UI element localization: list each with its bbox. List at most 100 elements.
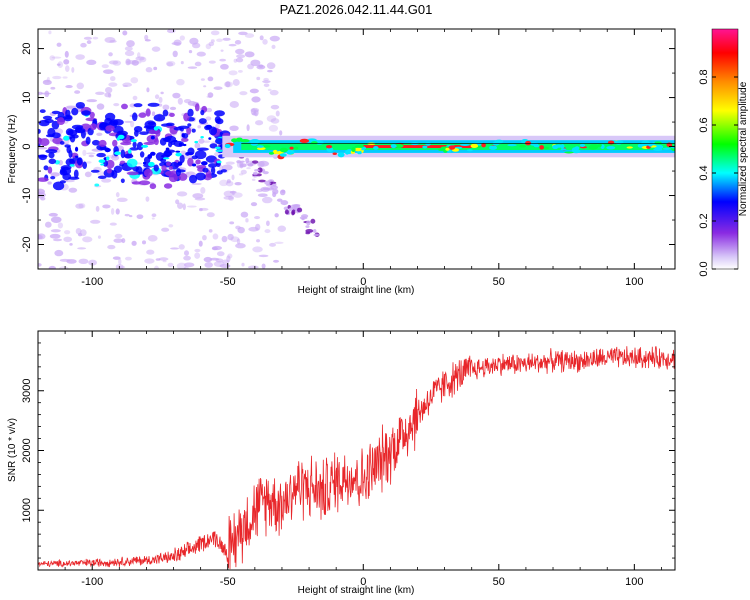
- spectrogram-blob: [81, 110, 91, 116]
- snr-xtick-label: 50: [493, 576, 505, 588]
- spectrogram-blob: [48, 30, 52, 35]
- spectrogram-blob: [255, 120, 264, 126]
- tone-blob: [231, 138, 238, 143]
- tone-blob: [533, 144, 540, 148]
- spectrogram-blob: [151, 217, 155, 220]
- spectrogram-blob: [83, 36, 93, 40]
- tone-blob: [654, 141, 662, 145]
- spectrogram-blob: [251, 178, 256, 181]
- spectrogram-blob: [191, 128, 196, 133]
- spectrogram-blob: [192, 193, 204, 199]
- spectrogram-blob: [168, 165, 174, 170]
- spectrogram-blob: [120, 178, 125, 184]
- spectrogram-blob: [38, 154, 47, 161]
- spectrogram-xtick-label: -100: [81, 276, 103, 288]
- spectrogram-blob: [172, 92, 181, 99]
- spectrogram-blob: [262, 80, 271, 84]
- spectrogram-hotspot: [162, 157, 170, 160]
- snr-xtick-label: -100: [81, 576, 103, 588]
- tone-blob: [662, 147, 671, 151]
- spectrogram-blob: [109, 222, 117, 226]
- spectrogram-blob: [151, 46, 161, 52]
- spectrogram-blob: [267, 69, 273, 73]
- spectrogram-blob: [62, 76, 68, 79]
- spectrogram-hotspot: [165, 147, 170, 151]
- spectrogram-blob: [230, 236, 240, 243]
- spectrogram-blob: [313, 233, 320, 237]
- spectrogram-blob: [50, 229, 61, 233]
- snr-panel: -100 -50 0 50 100 1000 2000 3000 Height of str…: [7, 330, 676, 596]
- spectrogram-hotspot: [74, 155, 79, 159]
- spectrogram-blob: [272, 191, 277, 198]
- spectrogram-blob: [223, 190, 234, 197]
- spectrogram-blob: [220, 49, 224, 52]
- spectrogram-blob: [94, 183, 100, 187]
- spectrogram-blob: [267, 88, 272, 92]
- spectrogram-blob: [268, 124, 279, 132]
- colorbar-tick-label: 0.4: [698, 165, 710, 180]
- spectrogram-blob: [188, 50, 193, 54]
- spectrogram-blob: [250, 59, 261, 67]
- spectrogram-blob: [194, 197, 206, 201]
- tone-core: [363, 145, 472, 149]
- spectrogram-blob: [116, 197, 128, 203]
- spectrogram-blob: [264, 229, 271, 234]
- spectrogram-blob: [135, 56, 145, 61]
- chart-title: PAZ1.2026.042.11.44.G01: [280, 2, 433, 17]
- spectrogram-blob: [96, 132, 103, 137]
- spectrogram-blob: [250, 107, 260, 113]
- spectrogram-blob: [200, 109, 205, 116]
- spectrogram-blob: [291, 209, 296, 215]
- spectrogram-blob: [49, 55, 56, 61]
- spectrogram-blob: [186, 205, 197, 208]
- spectrogram-blob: [104, 92, 111, 98]
- spectrogram-blob: [52, 238, 63, 242]
- snr-x-axis-label: Height of straight line (km): [298, 585, 415, 596]
- spectrogram-blob: [149, 183, 157, 190]
- spectrogram-blob: [232, 79, 240, 86]
- tone-blob: [560, 148, 567, 151]
- spectrogram-blob: [212, 233, 219, 240]
- spectrogram-blob: [200, 187, 206, 194]
- tone-blob: [279, 153, 287, 157]
- spectrogram-blob: [202, 235, 207, 241]
- spectrogram-blob: [163, 183, 173, 189]
- spectrogram-blob: [66, 105, 77, 109]
- spectrogram-blob: [252, 246, 263, 253]
- tone-blob: [589, 144, 599, 149]
- spectrogram-blob: [86, 161, 92, 164]
- spectrogram-blob: [59, 180, 66, 184]
- spectrogram-blob: [225, 161, 235, 165]
- spectrogram-blob: [297, 207, 303, 213]
- spectrogram-blob: [91, 139, 100, 146]
- spectrogram-blob: [133, 125, 143, 133]
- spectrogram-blob: [40, 196, 46, 201]
- spectrogram-blob: [175, 199, 180, 205]
- spectrogram-blob: [96, 103, 105, 110]
- spectrogram-blob: [203, 256, 213, 263]
- spectrogram-blob: [131, 181, 141, 185]
- spectrogram-hotspot: [177, 161, 183, 166]
- spectrogram-blob: [143, 168, 153, 177]
- spectrogram-blob: [236, 54, 246, 59]
- spectrogram-blob: [235, 57, 244, 63]
- spectrogram-blob: [54, 249, 64, 257]
- spectrogram-blob: [274, 213, 279, 218]
- spectrogram-hotspot: [141, 144, 149, 148]
- spectrogram-blob: [176, 191, 188, 197]
- spectrogram-blob: [44, 118, 54, 124]
- spectrogram-blob: [257, 193, 268, 197]
- tone-blob: [262, 145, 271, 148]
- spectrogram-blob: [50, 216, 62, 223]
- spectrogram-blob: [167, 262, 174, 268]
- spectrogram-blob: [71, 67, 75, 73]
- spectrogram-ytick-label: 0: [21, 143, 33, 149]
- spectrogram-blob: [40, 92, 52, 95]
- colorbar-label: Normalized spectral amplitude: [738, 81, 749, 216]
- spectrogram-blob: [183, 255, 191, 261]
- tone-blob: [466, 149, 473, 152]
- spectrogram-blob: [208, 229, 213, 233]
- spectrogram-blob: [220, 63, 229, 70]
- spectrogram-ytick-label: -10: [21, 188, 33, 204]
- spectrogram-blob: [47, 166, 53, 174]
